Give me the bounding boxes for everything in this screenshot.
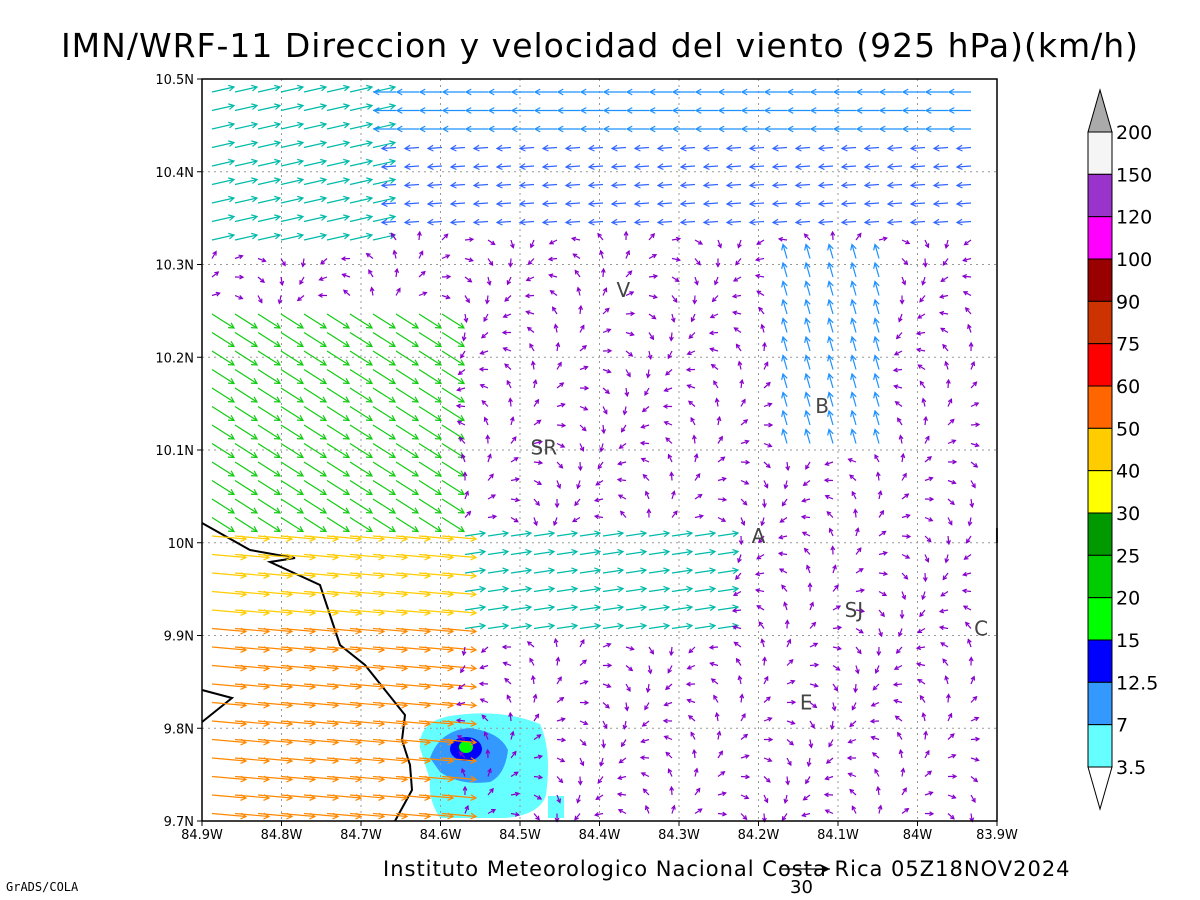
colorbar-level-label: 90 [1116, 291, 1140, 313]
footer-source: Instituto Meteorologico Nacional Costa R… [383, 857, 1071, 881]
x-tick-label: 84.5W [499, 828, 541, 843]
colorbar-level-label: 50 [1116, 418, 1140, 440]
city-label-a: A [752, 524, 766, 548]
city-label-v: V [617, 278, 631, 302]
colorbar-level-label: 200 [1116, 122, 1152, 144]
colorbar-level-label: 3.5 [1116, 757, 1146, 779]
colorbar-level-label: 12.5 [1116, 672, 1158, 694]
city-label-b: B [815, 394, 829, 418]
y-tick-label: 10.2N [155, 351, 194, 366]
colorbar-swatch [1087, 216, 1113, 260]
x-tick-label: 84.7W [340, 828, 382, 843]
wind-vectors [211, 84, 981, 823]
colorbar-level-label: 60 [1116, 376, 1140, 398]
colorbar-swatch [1087, 512, 1113, 556]
colorbar-swatch [1087, 173, 1113, 218]
colorbar-level-label: 120 [1116, 207, 1152, 229]
city-label-sj: SJ [845, 598, 864, 622]
colorbar-swatch [1087, 724, 1113, 768]
x-tick-label: 84.8W [261, 828, 303, 843]
colorbar-level-label: 25 [1116, 545, 1140, 567]
colorbar-swatch [1087, 639, 1113, 683]
city-label-sr: SR [531, 436, 558, 460]
reference-vector-label: 30 [790, 877, 813, 898]
coastline [201, 522, 414, 822]
x-tick-label: 84.3W [658, 828, 700, 843]
colorbar-level-label: 40 [1116, 461, 1140, 483]
colorbar-level-label: 30 [1116, 503, 1140, 525]
city-label-e: E [800, 691, 813, 715]
x-tick-label: 83.9W [976, 828, 1018, 843]
chart-title: IMN/WRF-11 Direccion y velocidad del vie… [60, 26, 1140, 65]
y-axis-ticks: 10.5N 10.4N 10.3N 10.2N 10.1N 10N 9.9N 9.8N 9.7N [155, 73, 202, 830]
colorbar-swatch [1087, 470, 1113, 514]
colorbar-level-label: 7 [1116, 715, 1128, 737]
x-tick-label: 84.2W [738, 828, 780, 843]
x-tick-label: 84.9W [181, 828, 223, 843]
x-tick-label: 84.6W [420, 828, 462, 843]
colorbar: 3.5 7 12.5 15 20 25 30 40 50 60 75 90 100 120 150 200 [1087, 88, 1158, 811]
x-axis-ticks: 84.9W 84.8W 84.7W 84.6W 84.5W 84.4W 84.3W 84.2W… [181, 821, 1018, 843]
y-tick-label: 10.5N [155, 73, 194, 88]
colorbar-swatch [1087, 427, 1113, 472]
colorbar-swatch [1087, 681, 1113, 726]
colorbar-swatch [1087, 131, 1113, 175]
y-tick-label: 10.3N [155, 259, 194, 274]
colorbar-swatch [1087, 385, 1113, 429]
colorbar-swatch [1087, 597, 1113, 641]
y-tick-label: 10.4N [155, 166, 194, 181]
y-tick-label: 9.9N [164, 630, 194, 645]
colorbar-level-label: 15 [1116, 630, 1140, 652]
x-tick-label: 84W [903, 828, 933, 843]
x-tick-label: 84.4W [579, 828, 621, 843]
city-label-c: C [974, 617, 988, 641]
colorbar-swatch [1087, 300, 1113, 345]
y-tick-label: 9.7N [164, 815, 194, 830]
colorbar-level-label: 75 [1116, 334, 1140, 356]
reference-vector [780, 865, 830, 873]
grads-credit: GrADS/COLA [6, 880, 79, 894]
colorbar-level-label: 100 [1116, 249, 1152, 271]
colorbar-swatch [1087, 343, 1113, 387]
colorbar-swatch [1087, 554, 1113, 599]
y-tick-label: 10.1N [155, 444, 194, 459]
x-tick-label: 84.1W [817, 828, 859, 843]
colorbar-level-label: 20 [1116, 588, 1140, 610]
gridlines [202, 79, 997, 821]
speed-shading [419, 713, 564, 818]
y-tick-label: 10N [168, 537, 194, 552]
colorbar-swatch [1087, 258, 1113, 302]
y-tick-label: 9.8N [164, 722, 194, 737]
colorbar-level-label: 150 [1116, 164, 1152, 186]
